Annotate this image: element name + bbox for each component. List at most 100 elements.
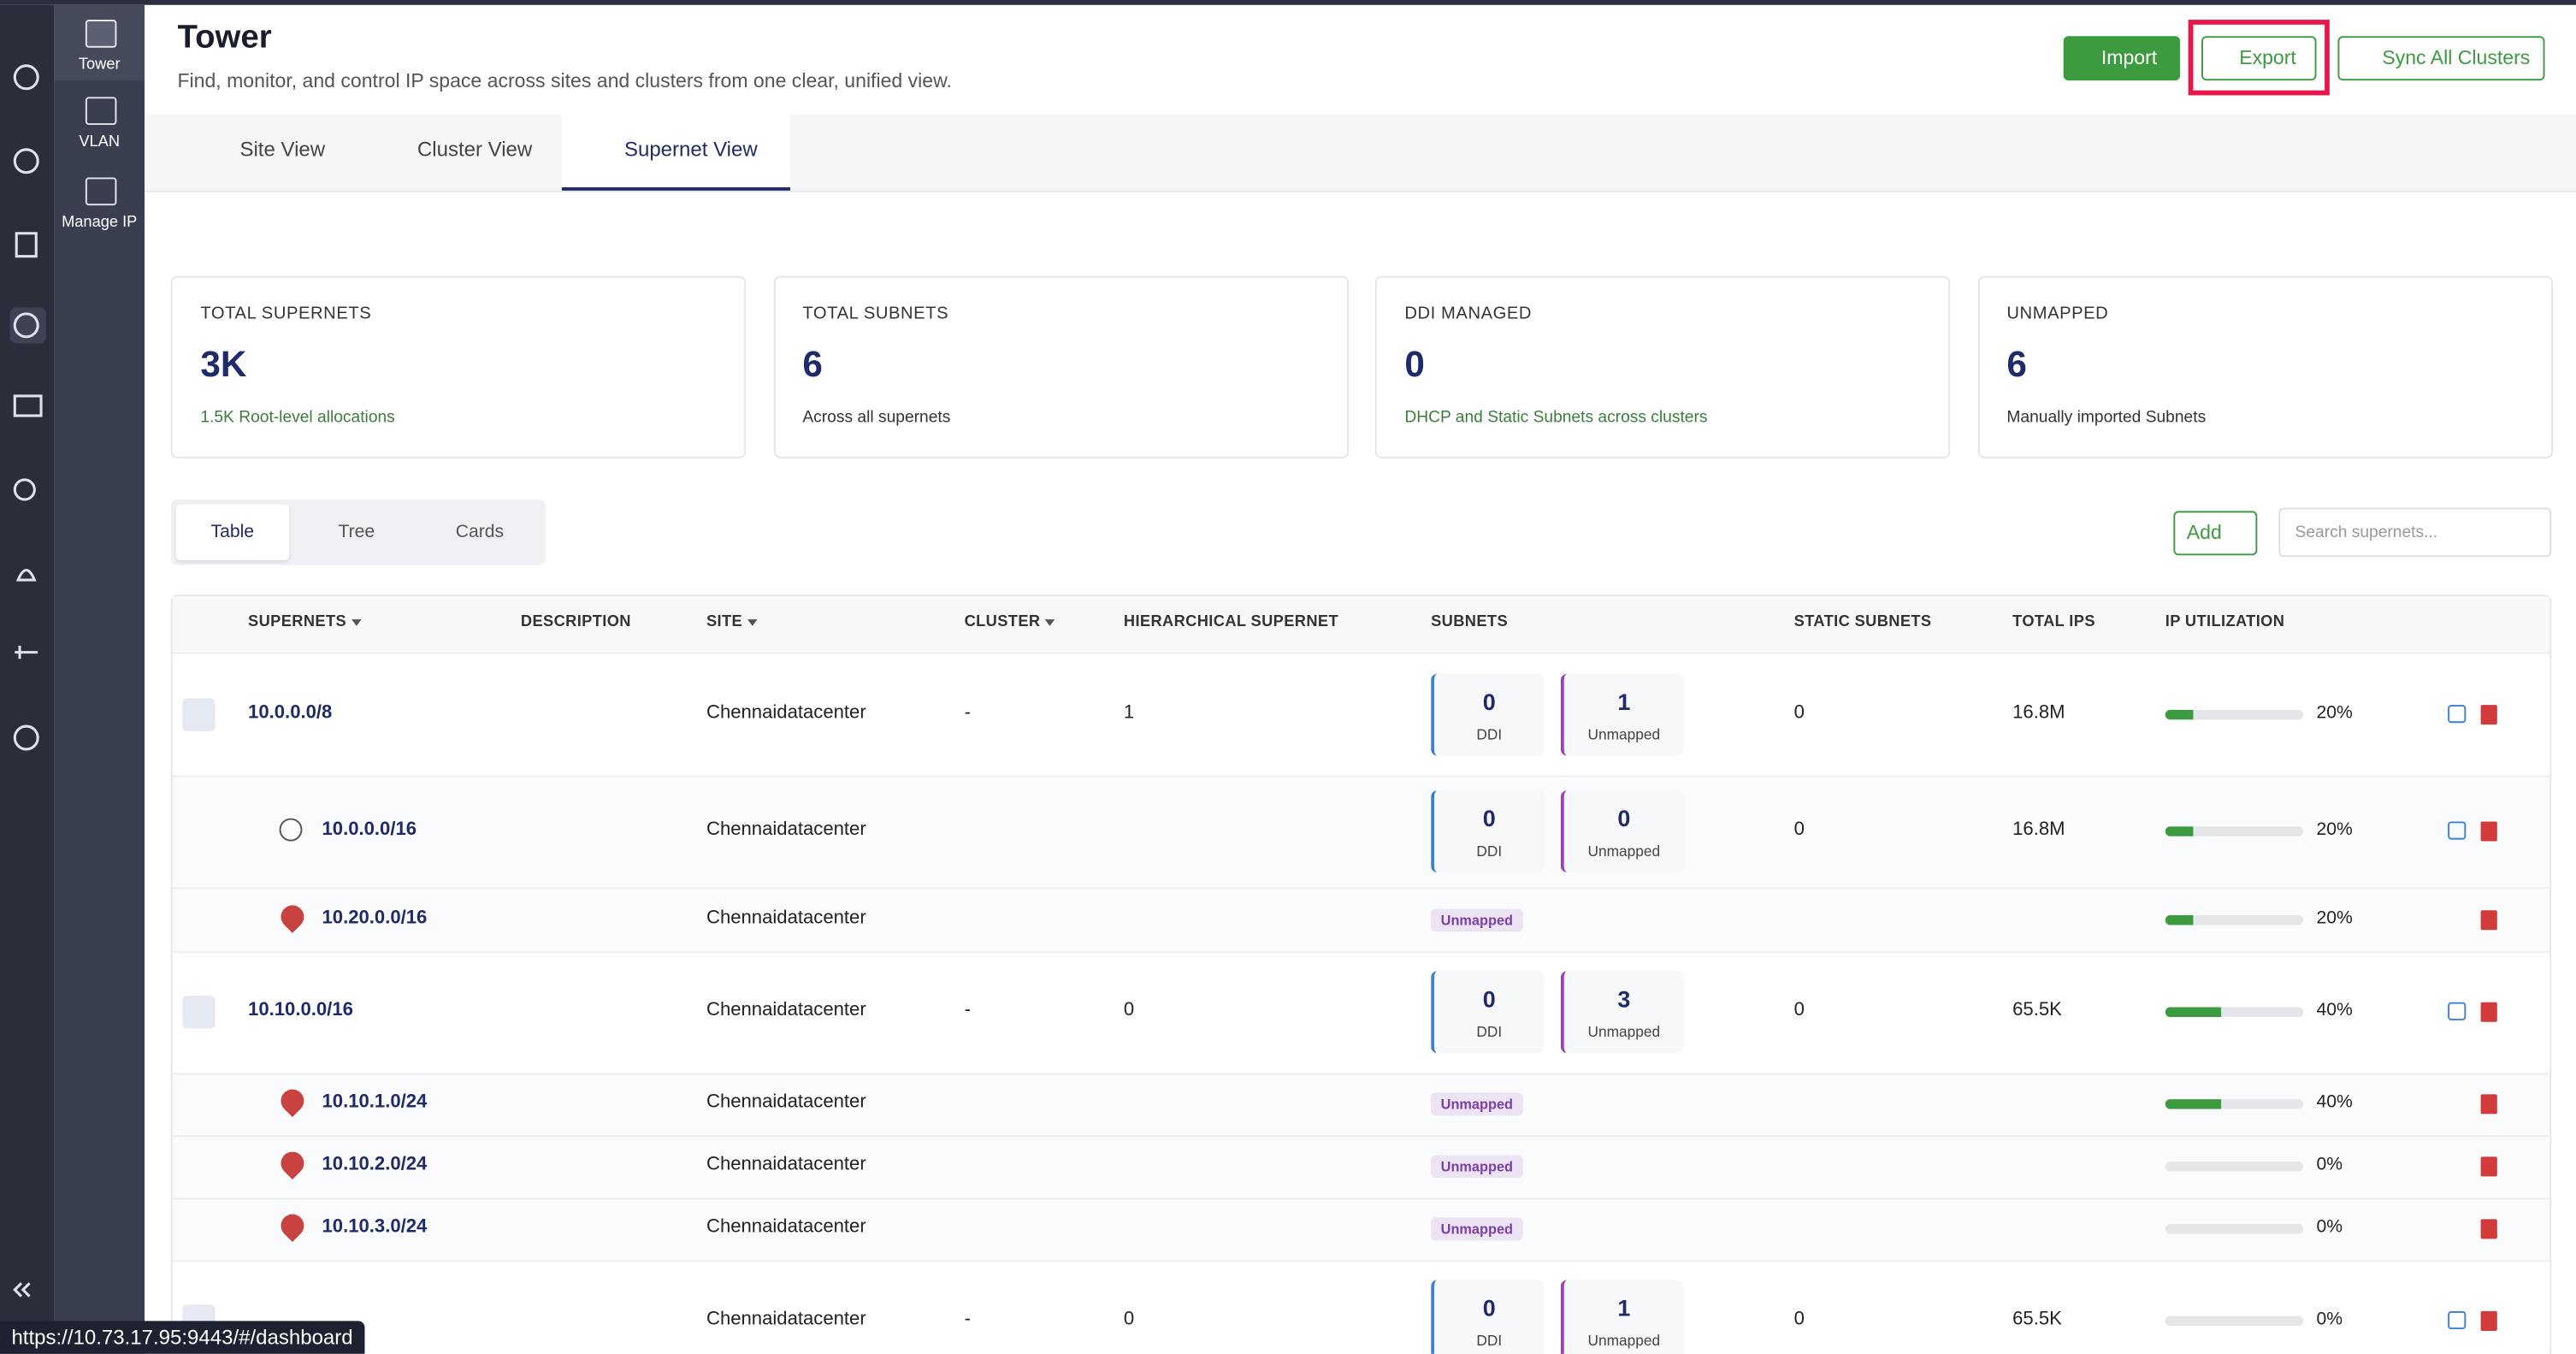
delete-button[interactable] (2480, 1310, 2497, 1330)
tab[interactable]: Site View (239, 138, 326, 162)
static-cell: 0 (1793, 819, 1805, 840)
rail-icon[interactable] (85, 177, 117, 206)
utilization-label: 20% (2316, 908, 2353, 928)
column-header[interactable]: CLUSTER (965, 613, 1055, 631)
subnet-count-box: 0 DDI (1431, 1279, 1545, 1354)
supernet-name[interactable]: 10.0.0.0/8 (248, 702, 333, 723)
site-cell: Chennaidatacenter (706, 1092, 866, 1113)
subnet-count-label: DDI (1476, 725, 1503, 742)
edit-button[interactable] (2448, 1002, 2467, 1020)
expand-button[interactable] (182, 697, 216, 730)
table-row (172, 652, 2550, 778)
site-cell: Chennaidatacenter (706, 1309, 866, 1329)
cluster-cell: - (964, 702, 971, 723)
stat-card: TOTAL SUBNETS 6 Across all supernets (772, 275, 1349, 458)
supernet-name[interactable]: 10.10.3.0/24 (322, 1217, 428, 1238)
delete-button[interactable] (2480, 1094, 2497, 1115)
table-row (172, 887, 2550, 954)
tab-bar (145, 115, 2576, 192)
delete-button[interactable] (2480, 704, 2497, 724)
utilization-bar (2165, 708, 2194, 719)
subnet-count-box: 1 Unmapped (1560, 1279, 1684, 1354)
delete-button[interactable] (2480, 821, 2497, 842)
supernet-name[interactable]: 10.20.0.0/16 (322, 908, 428, 928)
subnet-count: 3 (1617, 985, 1631, 1013)
hierarchy-icon (279, 818, 303, 842)
utilization-label: 40% (2316, 1000, 2353, 1020)
edit-button[interactable] (2448, 821, 2467, 840)
column-header: HIERARCHICAL SUPERNET (1123, 612, 1338, 631)
rail-icon[interactable] (85, 20, 117, 48)
rail-icon[interactable] (85, 97, 117, 125)
expand-button[interactable] (182, 996, 216, 1029)
rail-label[interactable]: Tower (78, 56, 121, 74)
subnet-count: 0 (1482, 805, 1496, 831)
view-toggle[interactable]: Tree (338, 522, 375, 542)
rail-label[interactable]: Manage IP (62, 213, 138, 232)
stat-note: 1.5K Root-level allocations (200, 409, 395, 428)
supernet-name[interactable]: 10.10.2.0/24 (322, 1155, 428, 1175)
supernet-name[interactable]: 10.0.0.0/16 (322, 819, 417, 840)
utilization-track (2165, 914, 2304, 925)
hierarchical-cell: 0 (1123, 1309, 1135, 1329)
utilization-track (2165, 1007, 2304, 1018)
utilization-track (2165, 708, 2304, 719)
table-frame (170, 594, 2552, 1354)
utilization-bar (2165, 1099, 2221, 1109)
edit-button[interactable] (2448, 1310, 2467, 1329)
tab[interactable]: Cluster View (417, 138, 533, 162)
sub-rail (54, 4, 145, 1354)
unmapped-badge: Unmapped (1431, 1092, 1523, 1116)
page-subtitle: Find, monitor, and control IP space acro… (177, 68, 952, 92)
table-row (172, 1260, 2550, 1354)
utilization-track (2165, 1224, 2304, 1234)
table-row (172, 1197, 2550, 1262)
header-button[interactable]: Export (2201, 36, 2317, 81)
header-button[interactable]: Import (2063, 36, 2181, 81)
unmapped-badge: Unmapped (1431, 908, 1523, 931)
view-toggle[interactable]: Table (175, 504, 290, 561)
search-input[interactable]: Search supernets... (2278, 507, 2552, 558)
table-row (172, 775, 2550, 890)
site-cell: Chennaidatacenter (706, 819, 866, 840)
supernet-name[interactable]: 10.10.0.0/16 (248, 1000, 353, 1020)
column-header: STATIC SUBNETS (1793, 612, 1932, 631)
site-cell: Chennaidatacenter (706, 1217, 866, 1238)
column-header[interactable]: SITE (706, 613, 758, 631)
table-row (172, 1135, 2550, 1200)
stat-label: UNMAPPED (2006, 304, 2109, 324)
table-row (172, 951, 2550, 1075)
subnet-count: 0 (1482, 1293, 1496, 1321)
delete-button[interactable] (2480, 1002, 2497, 1022)
page-title: Tower (177, 20, 272, 56)
stat-note: Across all supernets (802, 409, 951, 428)
tab[interactable]: Supernet View (623, 138, 758, 162)
rail-icons (9, 64, 46, 1298)
utilization-label: 0% (2316, 1217, 2343, 1238)
tab-active (561, 115, 790, 191)
subnet-count-label: Unmapped (1587, 1331, 1661, 1349)
utilization-label: 20% (2316, 702, 2353, 723)
icon-rail (0, 4, 55, 1354)
delete-button[interactable] (2480, 1219, 2497, 1239)
delete-button[interactable] (2480, 1156, 2497, 1177)
edit-button[interactable] (2448, 704, 2467, 723)
add-button[interactable]: Add (2173, 511, 2258, 556)
total-ips-cell: 16.8M (2012, 819, 2065, 840)
subnet-count-label: Unmapped (1587, 1023, 1661, 1040)
subnet-count: 1 (1617, 687, 1631, 714)
stat-value: 3K (200, 343, 247, 385)
column-header: IP UTILIZATION (2165, 612, 2285, 631)
stat-label: TOTAL SUPERNETS (200, 304, 372, 324)
delete-button[interactable] (2480, 909, 2497, 930)
column-header[interactable]: SUPERNETS (248, 613, 362, 631)
header-button[interactable]: Sync All Clusters (2337, 36, 2545, 81)
utilization-track (2165, 826, 2304, 837)
subnet-count-box: 3 Unmapped (1560, 971, 1684, 1054)
site-cell: Chennaidatacenter (706, 1000, 866, 1020)
view-toggle[interactable]: Cards (455, 522, 505, 542)
rail-label[interactable]: VLAN (79, 133, 121, 151)
supernet-name[interactable]: 10.10.1.0/24 (322, 1092, 428, 1113)
